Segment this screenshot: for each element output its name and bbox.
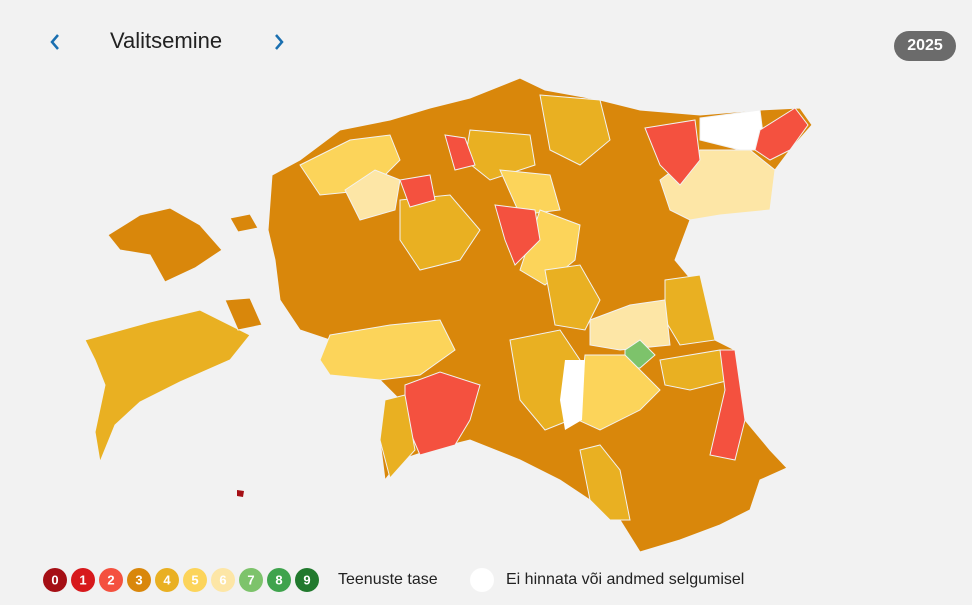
- legend-label: 8: [275, 572, 282, 587]
- legend-title: Teenuste tase: [338, 571, 438, 588]
- legend-swatch: [43, 568, 67, 592]
- vormsi: [229, 213, 259, 233]
- region: [379, 394, 416, 480]
- legend-label: 7: [247, 572, 254, 587]
- region: [644, 119, 701, 186]
- region: [544, 264, 601, 331]
- year-badge[interactable]: [894, 31, 956, 61]
- saaremaa: [84, 309, 251, 464]
- region: [754, 107, 809, 161]
- legend-label: 0: [51, 572, 58, 587]
- title: Valitsemine: [110, 28, 222, 53]
- region: [499, 169, 561, 216]
- hiiumaa: [107, 207, 223, 283]
- next-button[interactable]: [275, 34, 284, 50]
- legend-label: 3: [135, 572, 142, 587]
- region: [699, 109, 766, 151]
- legend: Teenuste tase Ei hinnata või andmed selg…: [43, 568, 744, 592]
- legend-label: 6: [219, 572, 226, 587]
- legend-swatch: [71, 568, 95, 592]
- region: [494, 204, 541, 266]
- ruhnu: [237, 490, 244, 497]
- legend-swatch: [127, 568, 151, 592]
- region: [444, 134, 476, 171]
- region: [539, 94, 611, 166]
- legend-label: 5: [191, 572, 198, 587]
- legend-swatch: [267, 568, 291, 592]
- legend-swatch: [295, 568, 319, 592]
- lake: [560, 360, 585, 430]
- legend-label: 1: [79, 572, 86, 587]
- map: [84, 77, 813, 553]
- legend-label: 2: [107, 572, 114, 587]
- region: [579, 444, 631, 521]
- region: [399, 194, 481, 271]
- region: [344, 169, 401, 221]
- legend-swatch: [239, 568, 263, 592]
- legend-label: 9: [303, 572, 310, 587]
- region: [577, 354, 661, 431]
- region: [709, 349, 746, 461]
- muhu: [224, 297, 263, 331]
- legend-na-swatch: [470, 568, 494, 592]
- legend-swatch: [99, 568, 123, 592]
- legend-na-label: Ei hinnata või andmed selgumisel: [506, 571, 744, 588]
- region: [589, 299, 671, 351]
- prev-button[interactable]: [50, 34, 59, 50]
- region: [399, 174, 436, 208]
- region: [659, 349, 731, 391]
- legend-swatch: [183, 568, 207, 592]
- legend-swatch: [211, 568, 235, 592]
- year: 2025: [907, 37, 943, 54]
- legend-swatch: [155, 568, 179, 592]
- region: [319, 319, 456, 381]
- legend-label: 4: [163, 572, 171, 587]
